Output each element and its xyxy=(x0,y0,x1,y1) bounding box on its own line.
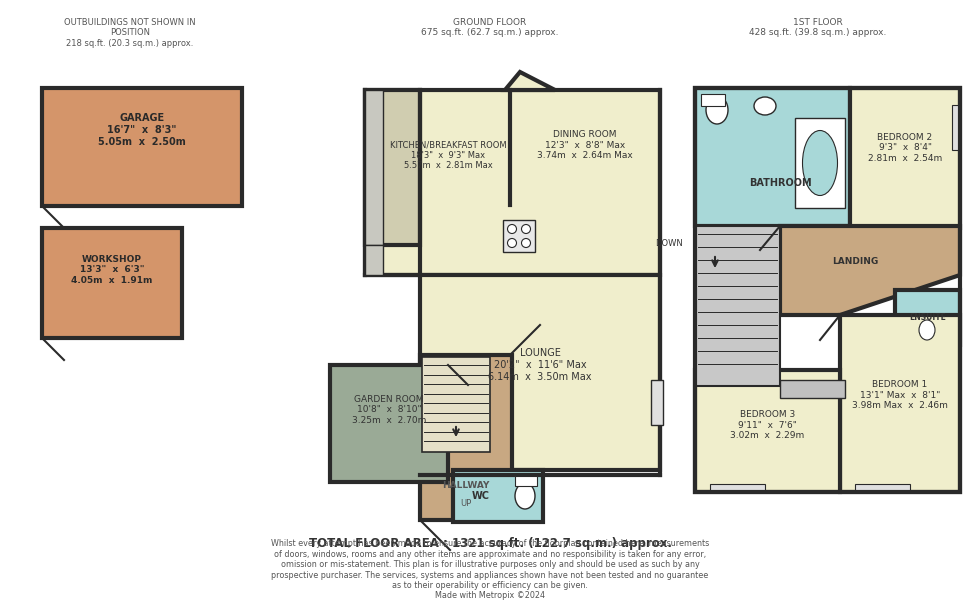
Bar xyxy=(420,275,660,470)
Text: ENSUITE: ENSUITE xyxy=(909,314,946,322)
Ellipse shape xyxy=(754,97,776,115)
Text: BEDROOM 1
13'1" Max  x  8'1"
3.98m Max  x  2.46m: BEDROOM 1 13'1" Max x 8'1" 3.98m Max x 2… xyxy=(852,380,948,410)
Text: OUTBUILDINGS NOT SHOWN IN
POSITION
218 sq.ft. (20.3 sq.m.) approx.: OUTBUILDINGS NOT SHOWN IN POSITION 218 s… xyxy=(64,18,196,48)
Ellipse shape xyxy=(515,483,535,509)
Bar xyxy=(695,370,840,492)
Text: Whilst every attempt has been made to ensure the accuracy of the floorplan conta: Whilst every attempt has been made to en… xyxy=(270,539,710,601)
Ellipse shape xyxy=(803,131,838,196)
Bar xyxy=(42,228,182,338)
Text: LANDING: LANDING xyxy=(832,258,878,266)
Polygon shape xyxy=(780,226,960,315)
Text: WC: WC xyxy=(472,491,490,501)
Bar xyxy=(651,380,663,425)
Bar xyxy=(855,484,910,492)
Ellipse shape xyxy=(919,320,935,340)
Bar xyxy=(330,365,448,482)
Bar xyxy=(365,245,383,275)
Bar xyxy=(695,226,780,386)
Text: BEDROOM 2
9'3"  x  8'4"
2.81m  x  2.54m: BEDROOM 2 9'3" x 8'4" 2.81m x 2.54m xyxy=(868,133,942,163)
Bar xyxy=(503,220,535,252)
Bar xyxy=(420,355,512,520)
Text: KITCHEN/BREAKFAST ROOM
18'3"  x  9'3" Max
5.57m  x  2.81m Max: KITCHEN/BREAKFAST ROOM 18'3" x 9'3" Max … xyxy=(390,140,507,170)
Circle shape xyxy=(521,238,530,247)
Text: GARDEN ROOM
10'8"  x  8'10"
3.25m  x  2.70m: GARDEN ROOM 10'8" x 8'10" 3.25m x 2.70m xyxy=(352,395,426,425)
Bar xyxy=(422,357,490,452)
Text: 1ST FLOOR
428 sq.ft. (39.8 sq.m.) approx.: 1ST FLOOR 428 sq.ft. (39.8 sq.m.) approx… xyxy=(750,18,887,38)
Bar xyxy=(42,88,242,206)
Text: UP: UP xyxy=(461,499,471,508)
Bar xyxy=(515,476,537,486)
Polygon shape xyxy=(505,72,555,90)
Text: BATHROOM: BATHROOM xyxy=(749,178,811,188)
Bar xyxy=(840,315,960,492)
Bar xyxy=(895,290,960,345)
Text: GROUND FLOOR
675 sq.ft. (62.7 sq.m.) approx.: GROUND FLOOR 675 sq.ft. (62.7 sq.m.) app… xyxy=(421,18,559,38)
Bar xyxy=(695,88,960,492)
Bar xyxy=(701,94,725,106)
Text: LOUNGE
20'2"  x  11'6" Max
6.14m  x  3.50m Max: LOUNGE 20'2" x 11'6" Max 6.14m x 3.50m M… xyxy=(488,348,592,382)
Text: HALLWAY: HALLWAY xyxy=(442,480,490,489)
Bar xyxy=(453,470,543,522)
Circle shape xyxy=(508,238,516,247)
Bar xyxy=(850,88,960,228)
Bar xyxy=(710,484,765,492)
Text: BEDROOM 3
9'11"  x  7'6"
3.02m  x  2.29m: BEDROOM 3 9'11" x 7'6" 3.02m x 2.29m xyxy=(730,410,805,440)
Text: GARAGE
16'7"  x  8'3"
5.05m  x  2.50m: GARAGE 16'7" x 8'3" 5.05m x 2.50m xyxy=(98,114,186,147)
Bar xyxy=(365,90,420,245)
Ellipse shape xyxy=(706,96,728,124)
Bar xyxy=(365,90,660,275)
Bar xyxy=(365,90,383,245)
Bar xyxy=(780,380,845,398)
Text: TOTAL FLOOR AREA : 1321 sq.ft. (122.7 sq.m.) approx.: TOTAL FLOOR AREA : 1321 sq.ft. (122.7 sq… xyxy=(309,536,671,550)
Text: DINING ROOM
12'3"  x  8'8" Max
3.74m  x  2.64m Max: DINING ROOM 12'3" x 8'8" Max 3.74m x 2.6… xyxy=(537,130,633,160)
Circle shape xyxy=(508,224,516,233)
Bar xyxy=(795,118,845,208)
Text: WORKSHOP
13'3"  x  6'3"
4.05m  x  1.91m: WORKSHOP 13'3" x 6'3" 4.05m x 1.91m xyxy=(72,255,153,285)
Text: DOWN: DOWN xyxy=(656,240,683,249)
Bar xyxy=(952,105,960,150)
Circle shape xyxy=(521,224,530,233)
Bar xyxy=(695,88,850,226)
